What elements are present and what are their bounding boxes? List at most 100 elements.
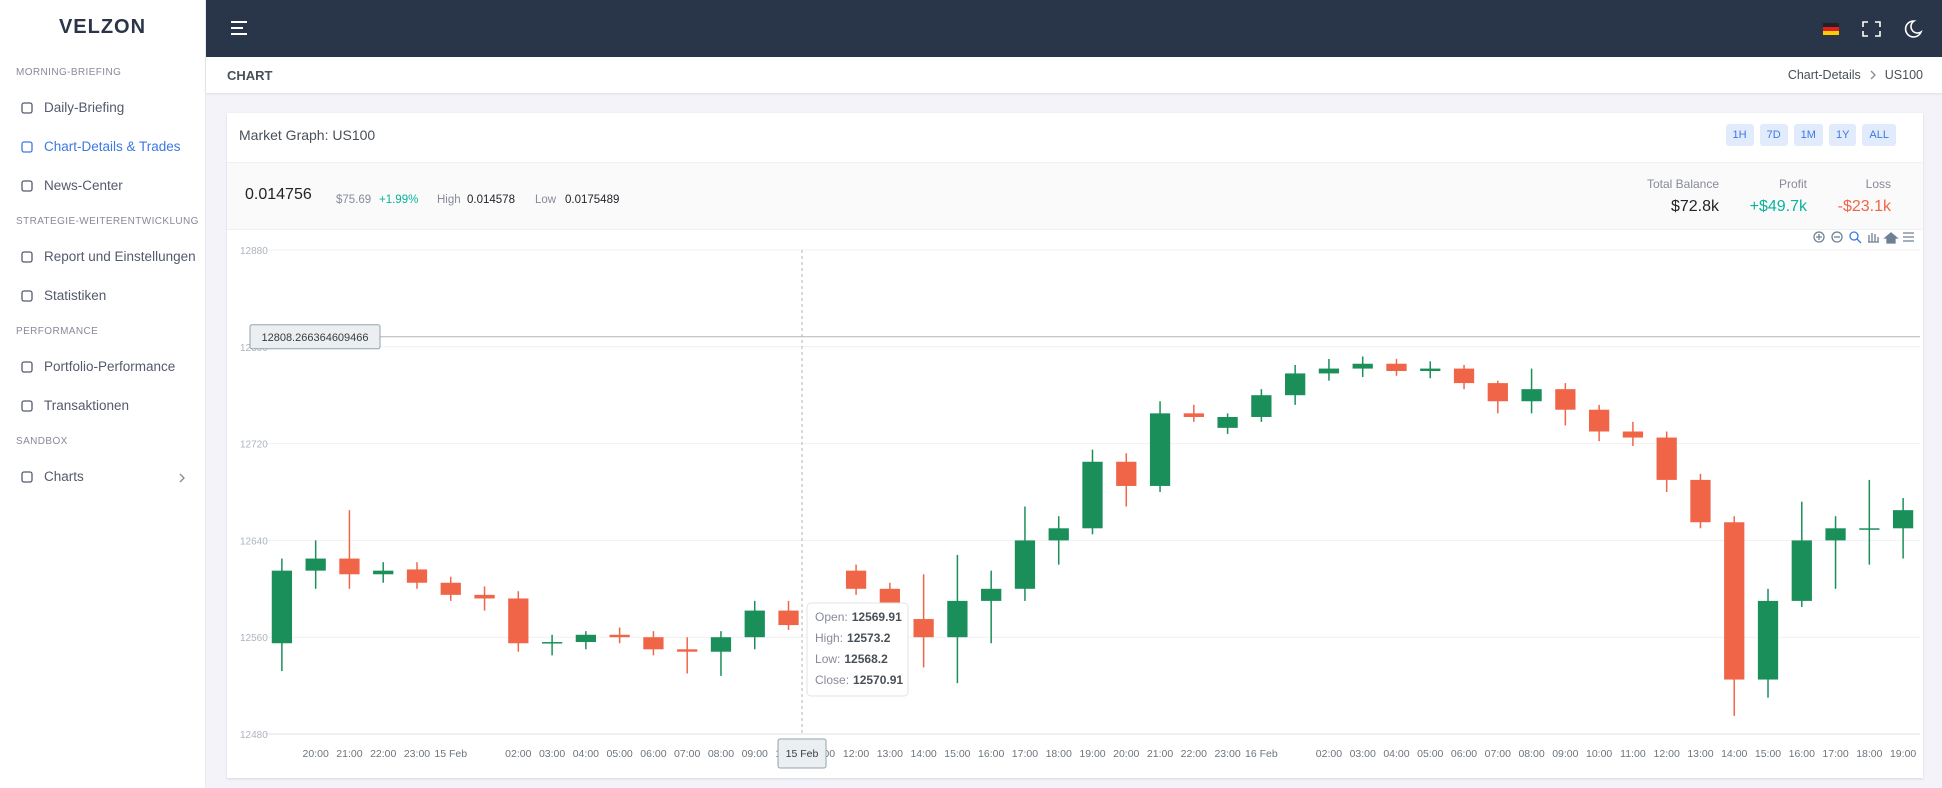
fullscreen-button[interactable] — [1862, 21, 1881, 37]
candle-body — [541, 642, 563, 644]
candle-body — [373, 570, 394, 575]
dark-mode-button[interactable] — [1904, 20, 1923, 38]
zoom-in[interactable] — [1813, 231, 1825, 243]
nav-icon — [21, 250, 33, 263]
x-tick-label: 18:00 — [1856, 748, 1882, 760]
x-tick-label: 19:00 — [1890, 748, 1916, 760]
breadcrumb-current: US100 — [1884, 68, 1923, 82]
chart-toolbar — [1813, 231, 1914, 244]
pan[interactable] — [1868, 233, 1879, 243]
tooltip-label: High: — [815, 631, 843, 645]
x-tick-label: 03:00 — [539, 748, 565, 760]
y-tick-label: 12880 — [240, 246, 268, 257]
nav-label: Charts — [44, 469, 84, 484]
y-tick-label: 12560 — [240, 633, 268, 644]
candle-body — [1724, 522, 1745, 680]
x-tick-label: 07:00 — [1485, 748, 1511, 760]
menu-toggle[interactable] — [231, 21, 247, 35]
logo[interactable]: VELZON — [58, 16, 147, 38]
candle-body — [1859, 528, 1880, 530]
candle-body — [643, 637, 664, 650]
x-tick-label: 13:00 — [877, 748, 903, 760]
candle-body — [1048, 528, 1069, 541]
candle-body — [575, 634, 596, 643]
nav-label: News-Center — [44, 178, 123, 193]
nav-item[interactable]: Statistiken — [20, 288, 106, 303]
x-tick-label: 15:00 — [944, 748, 970, 760]
card-title: Market Graph: US100 — [239, 127, 376, 143]
x-tick-label: 21:00 — [336, 748, 362, 760]
nav-label: Chart-Details & Trades — [44, 139, 181, 154]
x-tick-label: 16:00 — [978, 748, 1004, 760]
candle-body — [778, 610, 799, 626]
x-tick-label: 19:00 — [1079, 748, 1105, 760]
nav-item[interactable]: Charts — [20, 469, 84, 484]
balance-label: Loss — [1865, 177, 1891, 191]
breadcrumb: Chart-Details US100 — [1788, 68, 1923, 82]
change: $75.69 — [336, 194, 372, 206]
selection-zoom[interactable] — [1849, 231, 1862, 244]
x-tick-label: 23:00 — [404, 748, 430, 760]
candle-body — [1149, 413, 1171, 486]
tooltip-value: 12570.91 — [853, 673, 903, 687]
tooltip-value: 12573.2 — [847, 631, 891, 645]
x-tick-label: 02:00 — [1316, 748, 1342, 760]
candle-body — [744, 610, 765, 638]
language-flag[interactable] — [1823, 23, 1839, 35]
candle-body — [271, 570, 293, 644]
range-button[interactable]: 1Y — [1828, 124, 1857, 146]
nav-section-title: STRATEGIE-WEITERENTWICKLUNG — [16, 216, 199, 227]
page-title: CHART — [227, 68, 273, 83]
reset-zoom[interactable] — [1883, 232, 1899, 244]
nav-item[interactable]: Portfolio-Performance — [20, 359, 175, 374]
sidebar: VELZON MORNING-BRIEFING Daily-Briefing Cha… — [0, 0, 206, 788]
candle-body — [1656, 437, 1677, 480]
candle-body — [1318, 368, 1340, 374]
breadcrumb-separator — [1870, 70, 1876, 80]
range-button[interactable]: 1M — [1793, 124, 1823, 146]
x-tick-label: 20:00 — [1113, 748, 1139, 760]
zoom-out[interactable] — [1831, 231, 1843, 243]
x-tick-label: 08:00 — [708, 748, 734, 760]
range-button[interactable]: 1H — [1725, 124, 1754, 146]
balance: Total Balance $72.8k — [1647, 177, 1719, 216]
page-header: CHART Chart-Details US100 — [206, 57, 1942, 93]
x-tick-label: 16:00 — [1789, 748, 1815, 760]
candle-body — [710, 637, 732, 652]
candle-body — [1690, 479, 1711, 523]
breadcrumb-link[interactable]: Chart-Details — [1787, 68, 1861, 82]
balance-label: Total Balance — [1646, 177, 1719, 191]
chart-menu[interactable] — [1903, 232, 1914, 242]
candle-body — [305, 558, 326, 571]
x-tick-label: 17:00 — [1012, 748, 1038, 760]
price: 0.014756 — [245, 186, 312, 203]
candle-body — [913, 619, 934, 638]
candle-body — [1791, 540, 1812, 601]
nav-item[interactable]: Transaktionen — [20, 398, 129, 413]
change-pct: +1.99% — [379, 194, 419, 206]
candle-body — [508, 598, 529, 644]
balance: Profit +$49.7k — [1750, 177, 1807, 216]
crosshair-y-label: 12808.266364609466 — [261, 332, 368, 344]
x-tick-label: 06:00 — [640, 748, 666, 760]
tooltip-label: Open: — [815, 610, 848, 624]
nav-item[interactable]: Report und Einstellungen — [20, 249, 196, 264]
candle-body — [1082, 461, 1103, 529]
candle-body — [1453, 368, 1475, 384]
topbar-icons — [231, 20, 1923, 38]
nav-chevron — [179, 473, 185, 483]
range-buttons: 1H 7D 1M 1Y ALL — [1725, 124, 1896, 146]
candle-body — [845, 570, 867, 589]
x-tick-label: 08:00 — [1518, 748, 1544, 760]
candle-body — [1352, 363, 1373, 369]
x-tick-label: 03:00 — [1350, 748, 1376, 760]
candle-body — [474, 594, 495, 599]
range-button[interactable]: ALL — [1862, 124, 1896, 146]
stats-row: 0.014756 $75.69 +1.99% High 0.014578 Low… — [227, 162, 1923, 230]
tooltip-row: High: 12573.2 — [815, 631, 891, 645]
candle-body — [1183, 413, 1204, 417]
range-button[interactable]: 7D — [1759, 124, 1788, 146]
nav-item[interactable]: Daily-Briefing — [20, 100, 124, 115]
nav-item[interactable]: News-Center — [20, 178, 123, 193]
nav-item[interactable]: Chart-Details & Trades — [20, 139, 181, 154]
